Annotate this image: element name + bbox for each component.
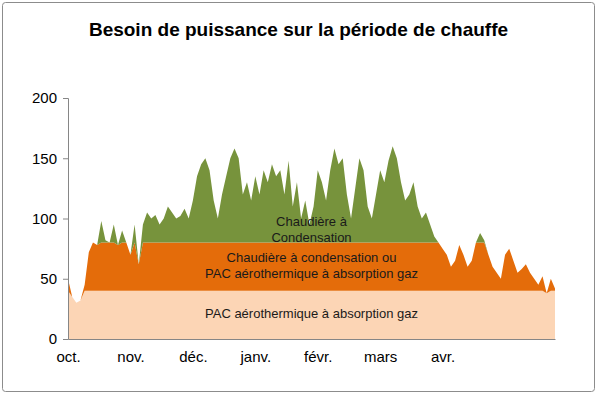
series-label: Chaudière àCondensation — [271, 214, 351, 245]
y-tick-label: 0 — [49, 330, 57, 347]
x-tick-label: janv. — [240, 348, 272, 365]
x-tick: avr. — [431, 339, 455, 365]
y-tick-label: 150 — [32, 150, 57, 167]
y-tick: 0 — [49, 330, 68, 347]
x-tick: janv. — [240, 339, 272, 365]
plot-area — [68, 146, 555, 339]
y-tick-mark — [63, 339, 68, 340]
y-tick: 150 — [32, 150, 68, 167]
y-tick-label: 200 — [32, 89, 57, 106]
y-tick-mark — [63, 279, 68, 280]
y-tick-label: 100 — [32, 210, 57, 227]
series-label: Chaudière à condensation ouPAC aérotherm… — [205, 250, 418, 281]
chart: Besoin de puissance sur la période de ch… — [0, 0, 597, 394]
y-tick-mark — [63, 219, 68, 220]
x-tick-label: mars — [364, 348, 397, 365]
series-area — [68, 291, 555, 339]
y-tick-mark — [63, 98, 68, 99]
y-tick: 200 — [32, 89, 68, 106]
x-tick: mars — [364, 339, 397, 365]
x-tick-label: févr. — [304, 348, 332, 365]
x-axis-line — [69, 339, 556, 340]
series-area — [68, 146, 555, 303]
y-axis: 0 50 100 150 200 — [32, 89, 69, 347]
y-tick-label: 50 — [40, 270, 57, 287]
series-label: PAC aérothermique à absorption gaz — [205, 306, 418, 321]
y-tick-mark — [63, 158, 68, 159]
x-tick-label: oct. — [56, 348, 80, 365]
chart-title: Besoin de puissance sur la période de ch… — [89, 19, 508, 40]
y-axis-line — [63, 99, 69, 340]
x-tick-label: nov. — [117, 348, 144, 365]
x-axis: oct. nov. déc. janv. févr. mars avr. — [56, 339, 555, 365]
x-tick-label: déc. — [179, 348, 207, 365]
x-tick: févr. — [304, 339, 332, 365]
y-tick: 100 — [32, 210, 68, 227]
x-tick-label: avr. — [431, 348, 455, 365]
y-tick: 50 — [40, 270, 68, 287]
x-tick: nov. — [117, 339, 144, 365]
x-tick: déc. — [179, 339, 207, 365]
x-tick: oct. — [56, 339, 80, 365]
chart-frame — [3, 3, 595, 392]
